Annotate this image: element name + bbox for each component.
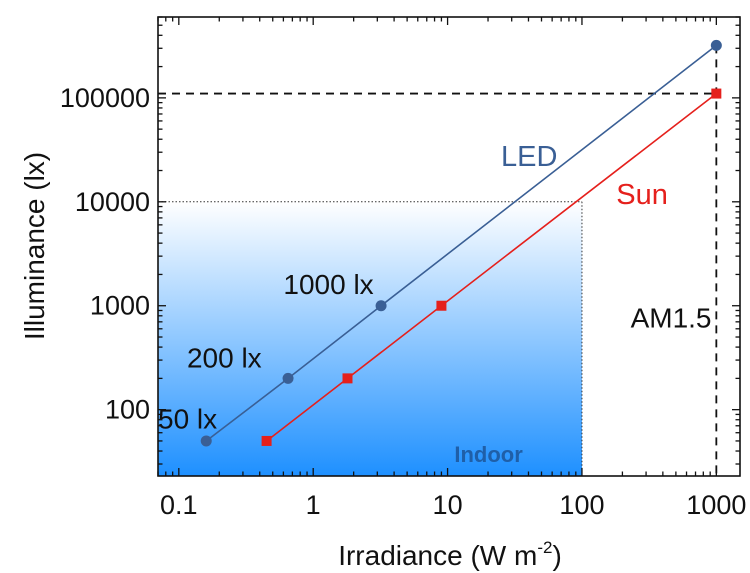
x-tick-label: 100: [559, 490, 604, 520]
annotation: 50 lx: [158, 403, 217, 434]
annotations: 50 lx 200 lx 1000 lx AM1.5: [158, 269, 712, 434]
data-point-sun: [711, 88, 722, 99]
indoor-label: Indoor: [454, 442, 523, 467]
x-tick-label: 10: [433, 490, 463, 520]
indoor-region: [158, 201, 582, 476]
data-point-sun: [436, 300, 447, 311]
y-tick-label: 100: [105, 395, 150, 425]
series-line-led: [205, 44, 717, 442]
plot-frame: [157, 16, 741, 477]
data-point-led: [375, 300, 387, 312]
data-point-led: [710, 39, 722, 51]
series-layer: LED Sun: [200, 39, 722, 447]
series-label-led: LED: [501, 141, 557, 173]
data-point-sun: [342, 373, 353, 384]
y-tick-label: 1000: [90, 291, 150, 321]
annotation: AM1.5: [631, 302, 712, 333]
axis-tick-labels: 0.1 1 10 100 1000 100 1000 10000 100000: [60, 83, 746, 520]
annotation: 200 lx: [187, 342, 262, 373]
x-tick-label: 1000: [686, 490, 746, 520]
data-point-sun: [261, 435, 272, 446]
x-tick-label: 1: [306, 490, 321, 520]
x-axis-title: Irradiance (W m-2): [338, 538, 562, 571]
series-label-sun: Sun: [616, 179, 668, 211]
y-tick-label: 10000: [75, 187, 150, 217]
x-tick-label: 0.1: [160, 490, 198, 520]
annotation: 1000 lx: [283, 269, 373, 300]
y-axis-title: Illuminance (lx): [19, 152, 50, 340]
y-tick-label: 100000: [60, 83, 150, 113]
series-line-sun: [266, 92, 717, 442]
data-point-led: [200, 435, 212, 447]
data-point-led: [282, 372, 294, 384]
